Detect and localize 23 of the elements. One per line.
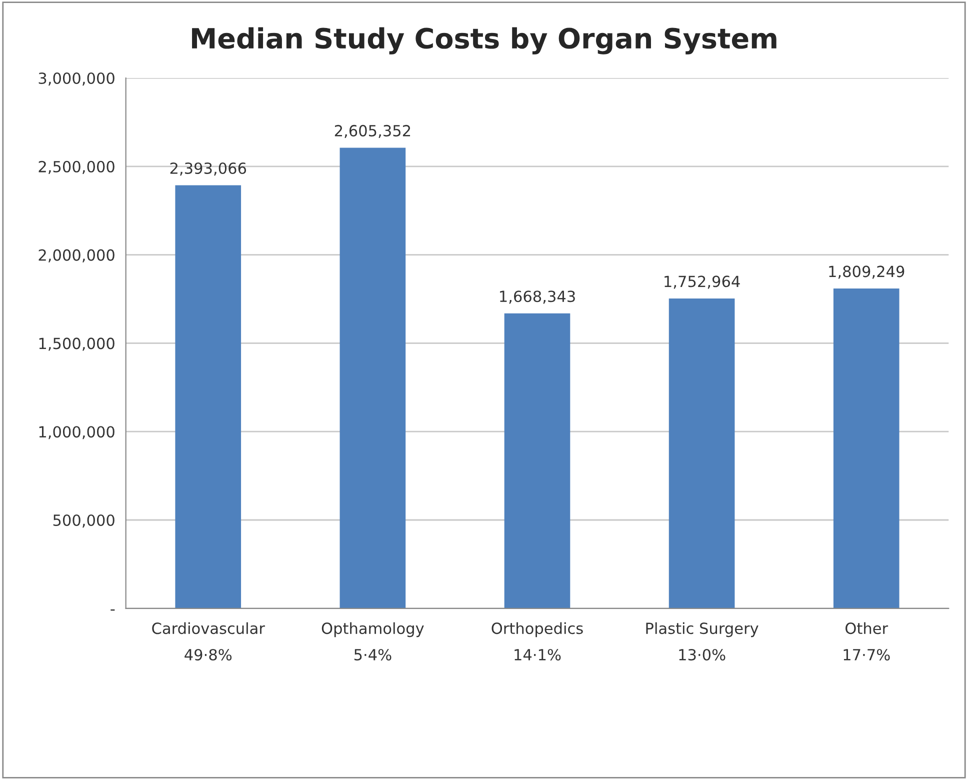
chart-title: Median Study Costs by Organ System <box>192 27 776 54</box>
y-tick-label: - <box>110 609 115 611</box>
y-tick-label: 1,000,000 <box>39 426 114 440</box>
bar <box>668 298 735 608</box>
y-tick-label: 2,000,000 <box>38 249 114 262</box>
bar <box>340 148 406 608</box>
y-tick-label: 3,000,000 <box>38 72 114 86</box>
data-label: 2,393,066 <box>170 162 246 176</box>
x-tick-label: Plastic Surgery 13·0% <box>646 622 758 661</box>
bar <box>504 313 570 608</box>
bar <box>833 288 900 608</box>
x-tick-label: Opthamology 5·4% <box>322 622 424 661</box>
data-label: 1,752,964 <box>664 276 740 289</box>
data-label: 1,809,249 <box>829 266 904 279</box>
bar <box>175 185 242 608</box>
data-label: 1,668,343 <box>500 290 575 304</box>
y-tick-label: 500,000 <box>53 514 114 528</box>
y-tick-label: 1,500,000 <box>39 338 114 351</box>
data-label: 2,605,352 <box>334 124 410 138</box>
x-tick-label: Cardiovascular 49·8% <box>152 622 265 661</box>
x-tick-label: Other 17·7% <box>844 622 890 661</box>
y-tick-label: 2,500,000 <box>38 160 114 174</box>
x-tick-label: Orthopedics 14·1% <box>492 622 583 661</box>
